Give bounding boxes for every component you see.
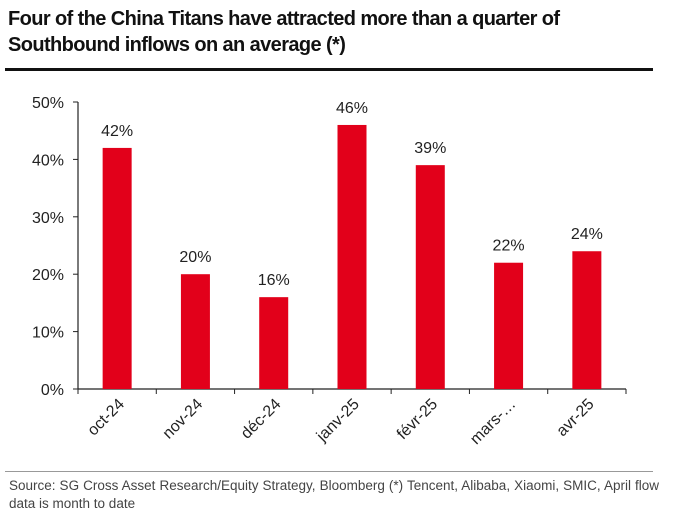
chart-title: Four of the China Titans have attracted … xyxy=(8,8,560,56)
x-tick-label: avr-25 xyxy=(554,396,598,440)
x-tick-label: nov-24 xyxy=(160,396,207,443)
bar xyxy=(494,262,524,389)
bar xyxy=(180,274,210,389)
x-tick-label: déc-24 xyxy=(238,396,285,443)
x-tick-label: janv-25 xyxy=(313,396,363,446)
bar xyxy=(102,147,132,389)
y-tick-label: 40% xyxy=(32,152,64,169)
bar xyxy=(337,124,367,390)
x-tick-label: oct-24 xyxy=(85,396,129,440)
y-tick-label: 30% xyxy=(32,210,64,227)
bar xyxy=(259,297,289,389)
data-label: 20% xyxy=(179,249,211,266)
y-tick-label: 0% xyxy=(41,382,64,399)
x-tick-label: mars-… xyxy=(467,396,519,448)
y-tick-label: 50% xyxy=(32,95,64,112)
data-label: 39% xyxy=(414,140,446,157)
data-label: 24% xyxy=(571,226,603,243)
data-label: 42% xyxy=(101,123,133,140)
data-label: 16% xyxy=(258,272,290,289)
title-rule xyxy=(5,68,653,71)
bar-chart: 0% 10% 20% 30% 40% 50% 42% oct-24 20% nov-24 16% dé… xyxy=(32,95,627,448)
data-label: 46% xyxy=(336,100,368,117)
x-tick-label: févr-25 xyxy=(394,396,441,443)
bar xyxy=(415,165,445,389)
y-tick-label: 10% xyxy=(32,325,64,342)
bar xyxy=(572,251,602,389)
source-rule xyxy=(5,471,653,472)
source-note: Source: SG Cross Asset Research/Equity S… xyxy=(9,478,659,511)
data-label: 22% xyxy=(493,238,525,255)
y-tick-label: 20% xyxy=(32,267,64,284)
